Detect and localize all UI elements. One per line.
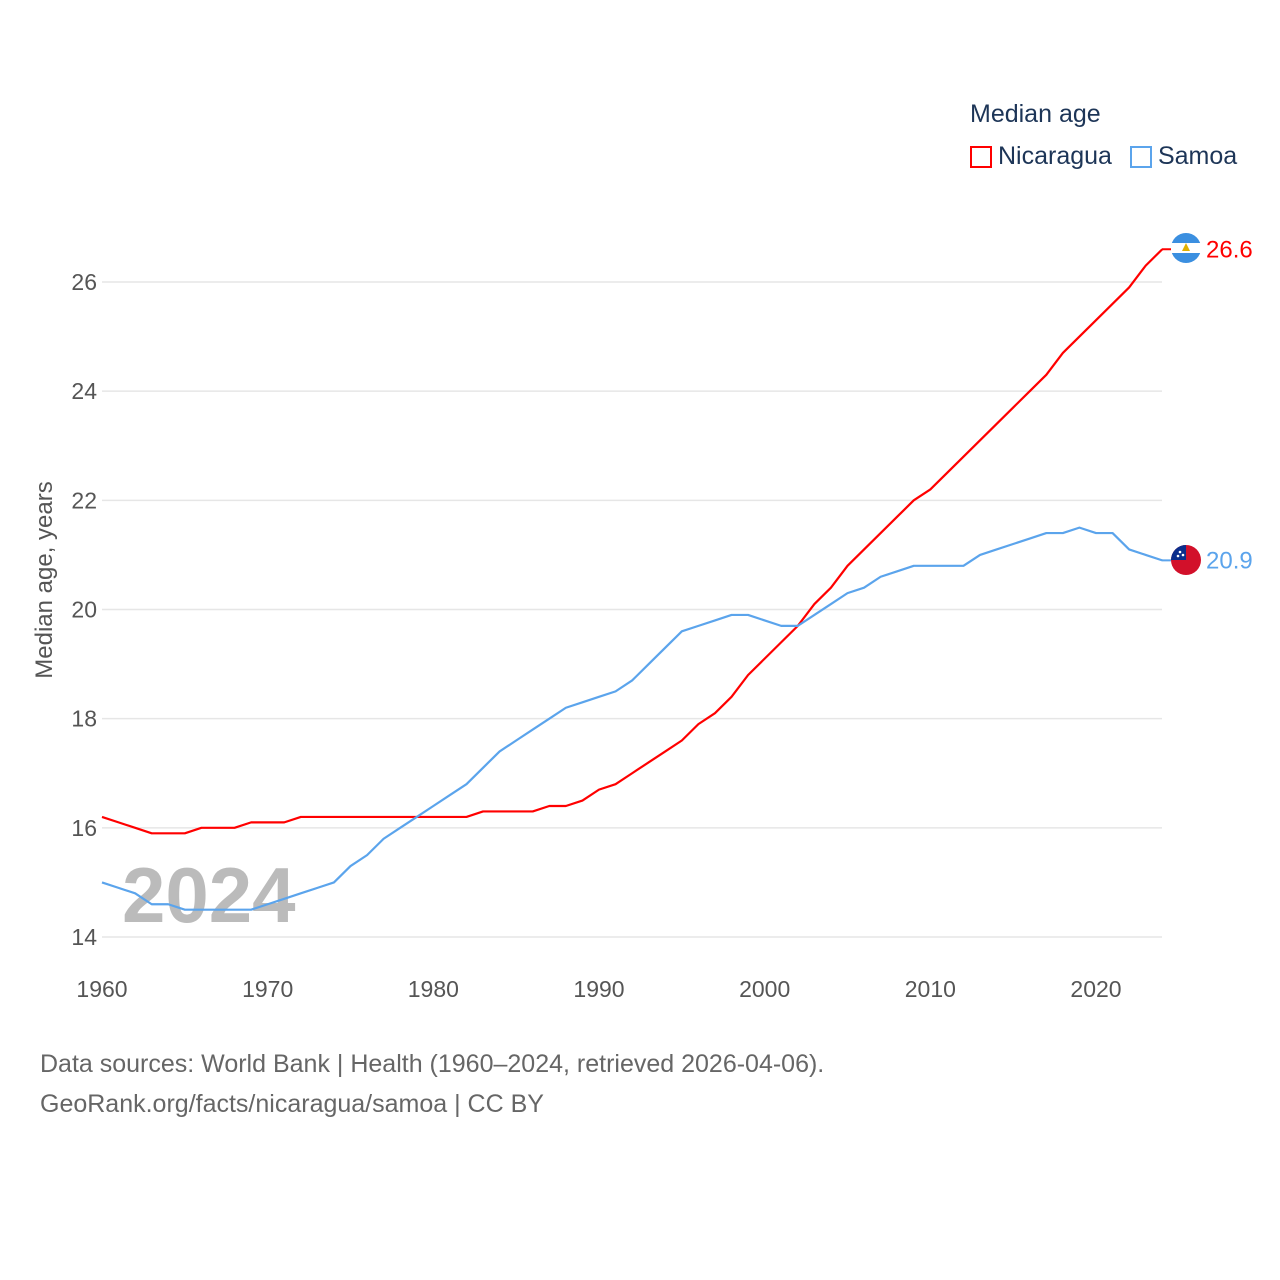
samoa-flag-icon [1171,545,1201,575]
series-lines [101,248,1172,911]
source-link[interactable]: GeoRank.org/facts/nicaragua/samoa | CC B… [40,1090,544,1118]
legend-item-nicaragua[interactable]: Nicaragua [970,142,1112,171]
x-tick-label: 2010 [905,976,956,1002]
gridlines [102,281,1162,938]
end-labels: 26.6 20.9 [1206,236,1253,574]
y-tick-label: 24 [71,378,97,404]
x-tick-label: 1970 [242,976,293,1002]
nicaragua-flag-icon [1171,233,1201,263]
end-label-samoa: 20.9 [1206,547,1253,574]
y-tick-label: 20 [71,597,97,623]
footer: Data sources: World Bank | Health (1960–… [40,1044,824,1124]
x-tick-label: 1990 [573,976,624,1002]
series-line-samoa [101,526,1163,911]
legend-label: Samoa [1157,142,1238,170]
legend-swatch [1129,145,1152,168]
legend-swatch [970,145,992,168]
y-tick-label: 16 [71,815,97,841]
series-line-nicaragua [101,248,1164,835]
y-tick-label: 26 [71,269,97,295]
data-sources: Data sources: World Bank | Health (1960–… [40,1050,825,1078]
x-tick-label: 1960 [76,976,127,1002]
legend-item-samoa[interactable]: Samoa [1129,142,1238,171]
x-tick-label: 2020 [1070,976,1121,1002]
y-tick-label: 18 [71,706,97,732]
legend: Nicaragua Samoa [970,142,1237,171]
y-tick-label: 14 [71,924,97,950]
end-label-nicaragua: 26.6 [1206,236,1253,263]
legend-label: Nicaragua [998,142,1112,170]
x-tick-label: 2000 [739,976,790,1002]
x-tick-label: 1980 [408,976,459,1002]
y-axis-label: Median age, years [31,481,58,678]
y-tick-label: 22 [71,487,97,513]
axis-ticks: 14 16 18 20 22 24 26 1960 1970 1980 1990 2000 2010 20… [71,269,1121,1002]
legend-title: Median age [970,100,1101,128]
year-watermark: 2024 [122,851,296,939]
